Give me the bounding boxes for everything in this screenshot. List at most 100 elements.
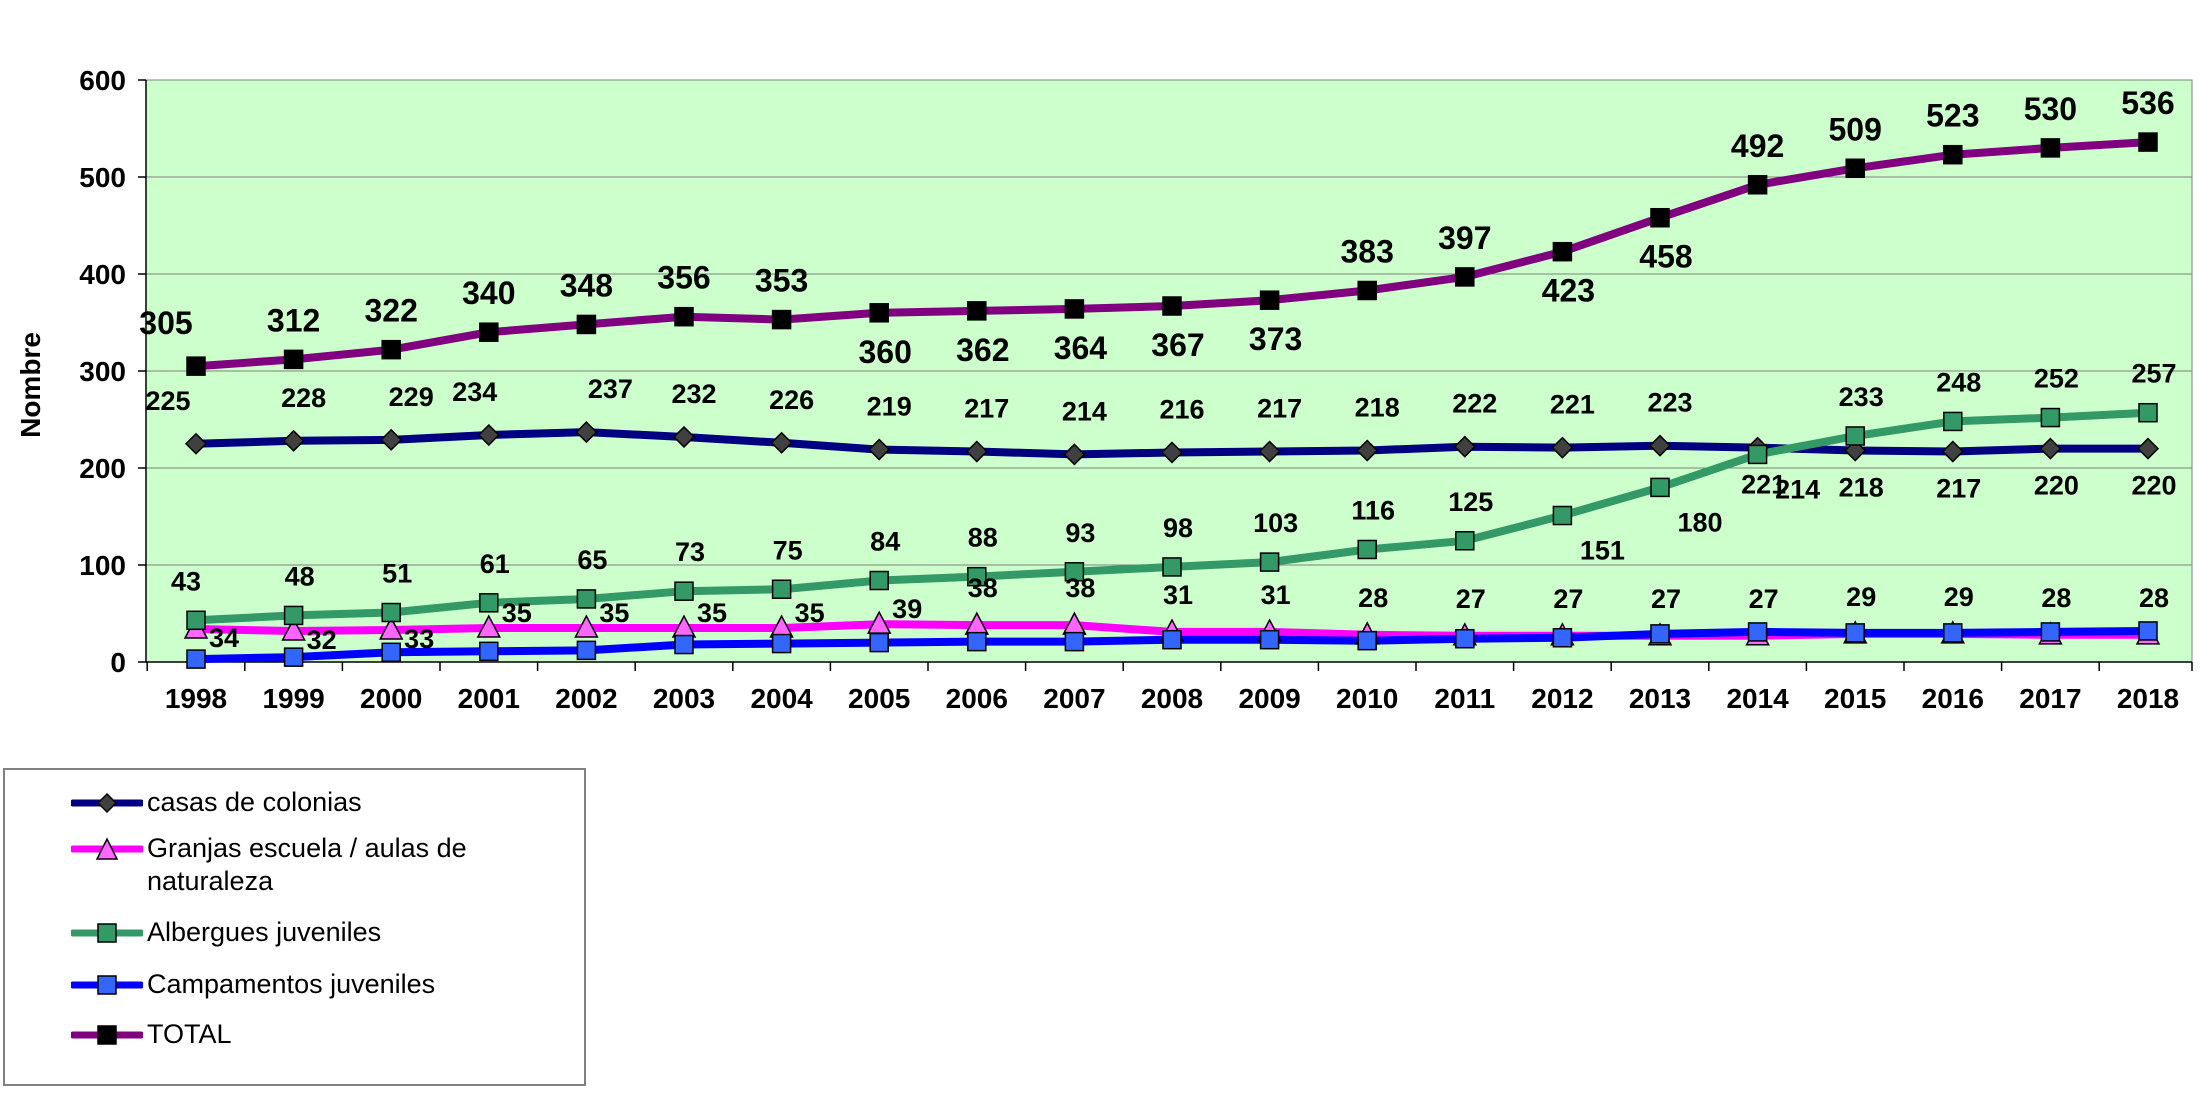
data-label-0-13: 222 (1452, 389, 1497, 419)
point-2-5 (674, 581, 694, 601)
point-4-11 (1259, 290, 1280, 310)
point-4-14 (1552, 241, 1573, 262)
point-1-3 (476, 614, 502, 638)
x-tick-label: 2001 (458, 683, 520, 714)
point-4-6 (771, 309, 792, 330)
data-label-2-8: 88 (968, 523, 998, 553)
data-label-0-6: 226 (769, 385, 814, 415)
data-label-1-4: 35 (599, 598, 629, 628)
point-3-14 (1552, 628, 1573, 648)
point-3-0 (186, 649, 206, 669)
point-2-20 (2138, 402, 2158, 423)
legend-swatch-granjas (71, 837, 143, 860)
data-label-2-15: 180 (1677, 507, 1722, 537)
data-label-0-0: 225 (145, 386, 190, 416)
point-2-4 (576, 589, 597, 609)
data-label-1-19: 28 (2041, 583, 2071, 613)
data-label-1-12: 28 (1358, 583, 1388, 613)
point-3-2 (381, 642, 401, 663)
data-label-4-15: 458 (1639, 239, 1692, 275)
data-label-2-7: 84 (870, 527, 900, 557)
point-4-7 (869, 303, 889, 323)
point-0-11 (1258, 440, 1281, 463)
point-0-2 (380, 428, 403, 451)
point-0-9 (1063, 443, 1086, 466)
point-0-0 (184, 432, 208, 455)
point-3-17 (1845, 623, 1865, 643)
point-2-1 (283, 605, 304, 626)
data-label-1-9: 38 (1065, 573, 1095, 603)
data-label-4-6: 353 (755, 263, 808, 299)
point-4-19 (2040, 138, 2061, 158)
point-2-11 (1259, 552, 1280, 572)
point-0-6 (770, 431, 793, 454)
legend-swatch-campamentos (71, 975, 143, 995)
point-0-18 (1941, 440, 1964, 463)
point-2-0 (186, 610, 206, 631)
data-label-4-11: 373 (1249, 321, 1302, 357)
x-tick-label: 2008 (1141, 683, 1203, 714)
data-label-1-20: 28 (2139, 583, 2169, 613)
point-2-10 (1162, 557, 1182, 577)
x-tick-label: 2016 (1922, 683, 1984, 714)
y-tick-label: 400 (79, 259, 126, 290)
legend-item-granjas: Granjas escuela / aulas de naturaleza (5, 828, 588, 904)
data-label-0-14: 221 (1550, 390, 1595, 420)
point-4-2 (381, 339, 401, 360)
y-tick-label: 100 (79, 550, 126, 581)
point-2-8 (967, 566, 987, 587)
y-tick-label: 200 (79, 453, 126, 484)
x-tick-label: 2007 (1043, 683, 1105, 714)
legend-label-campamentos: Campamentos juveniles (147, 969, 436, 999)
point-3-10 (1162, 629, 1182, 650)
data-label-0-1: 228 (281, 383, 326, 413)
data-label-1-0: 34 (209, 623, 239, 653)
legend-swatch-total (71, 1025, 143, 1045)
x-tick-label: 2011 (1434, 683, 1495, 714)
point-0-7 (868, 438, 891, 461)
point-4-17 (1845, 158, 1865, 179)
data-label-0-9: 214 (1062, 396, 1107, 426)
data-label-1-1: 32 (307, 625, 337, 655)
data-label-2-6: 75 (773, 535, 803, 565)
point-3-1 (283, 647, 304, 667)
data-label-1-15: 27 (1651, 584, 1681, 614)
data-label-1-14: 27 (1553, 584, 1583, 614)
legend-swatch-albergues (71, 923, 143, 943)
data-label-1-18: 29 (1944, 582, 1974, 612)
legend-item-campamentos: Campamentos juveniles (5, 964, 588, 1004)
point-3-13 (1455, 628, 1475, 649)
data-label-2-11: 103 (1253, 508, 1298, 538)
gridlines (146, 79, 2192, 566)
legend-item-casas: casas de colonias (5, 782, 588, 822)
y-tick-label: 600 (79, 65, 126, 96)
data-label-0-18: 217 (1936, 474, 1981, 504)
data-label-0-2: 229 (389, 382, 434, 412)
point-2-12 (1357, 539, 1377, 560)
point-0-14 (1551, 436, 1574, 459)
x-tick-label: 1999 (262, 683, 324, 714)
data-label-2-2: 51 (382, 559, 412, 589)
data-label-4-19: 530 (2024, 91, 2077, 127)
point-3-7 (869, 632, 889, 653)
point-0-8 (965, 440, 988, 463)
point-0-20 (2136, 437, 2160, 460)
data-label-0-5: 232 (671, 379, 716, 409)
data-label-4-16: 492 (1731, 128, 1784, 164)
point-3-5 (674, 634, 694, 655)
data-label-4-20: 536 (2121, 85, 2174, 121)
data-label-4-3: 340 (462, 275, 515, 311)
legend-item-total: TOTAL (5, 1014, 588, 1054)
point-2-13 (1455, 531, 1475, 551)
point-4-3 (479, 322, 499, 342)
data-label-0-4: 237 (588, 374, 633, 404)
series-markers (183, 132, 2161, 669)
data-label-4-5: 356 (657, 260, 710, 296)
y-tick-label: 300 (79, 356, 126, 387)
point-4-1 (283, 349, 304, 370)
data-label-2-19: 252 (2034, 364, 2079, 394)
x-tick-label: 2010 (1336, 683, 1398, 714)
point-2-7 (869, 570, 889, 591)
x-tick-label: 2014 (1726, 683, 1789, 714)
legend-label-granjas: Granjas escuela / aulas de naturaleza (147, 833, 467, 896)
